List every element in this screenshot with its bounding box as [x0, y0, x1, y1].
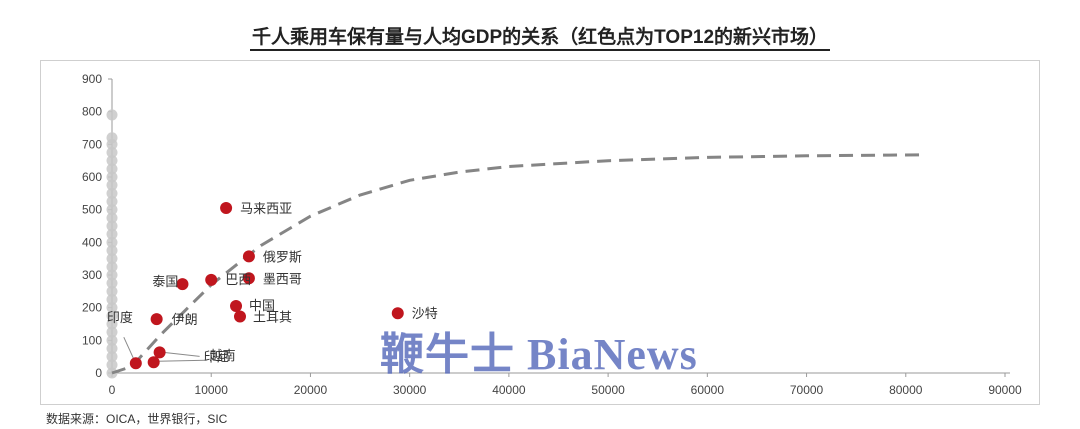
emerging-market-point	[153, 346, 166, 359]
other-country-point	[106, 163, 118, 175]
other-country-point	[106, 359, 118, 371]
other-country-point	[106, 179, 118, 191]
emerging-market-point	[205, 273, 218, 286]
emerging-market-point	[150, 313, 163, 326]
chart-title: 千人乘用车保有量与人均GDP的关系（红色点为TOP12的新兴市场）	[0, 22, 1080, 51]
y-tick-label: 300	[82, 268, 102, 282]
other-country-point	[106, 245, 118, 256]
point-label: 土耳其	[253, 310, 292, 325]
chart-title-text: 千人乘用车保有量与人均GDP的关系（红色点为TOP12的新兴市场）	[249, 27, 831, 51]
plot-frame	[40, 60, 1040, 405]
x-tick-label: 70000	[790, 383, 824, 397]
other-country-point	[106, 212, 118, 224]
point-label: 巴西	[225, 273, 251, 288]
other-country-point	[106, 277, 118, 289]
emerging-market-point	[233, 310, 246, 323]
x-tick-label: 40000	[492, 383, 526, 397]
source-note: 数据来源：OICA，世界银行，SIC	[46, 412, 228, 426]
point-label: 泰国	[152, 275, 178, 290]
emerging-market-point	[391, 307, 404, 320]
other-country-point	[106, 253, 118, 265]
emerging-market-point	[220, 202, 233, 215]
other-country-point	[106, 132, 118, 144]
other-country-point	[106, 351, 118, 363]
other-country-point	[106, 109, 118, 121]
point-label: 俄罗斯	[263, 250, 302, 265]
y-tick-label: 400	[82, 235, 102, 249]
other-country-point	[106, 236, 118, 248]
emerging-market-point	[242, 272, 255, 285]
point-label: 马来西亚	[240, 202, 292, 217]
point-label: 印度	[107, 310, 133, 326]
emerging-market-point	[230, 300, 243, 313]
trend-line	[111, 153, 926, 375]
emerging-market-point	[242, 250, 255, 263]
other-country-point	[106, 171, 118, 183]
point-label: 印尼	[204, 350, 230, 365]
y-tick-label: 600	[82, 170, 102, 184]
x-tick-label: 30000	[393, 383, 427, 397]
other-country-point	[106, 294, 118, 305]
point-label: 伊朗	[172, 313, 198, 328]
label-leader-line	[157, 359, 206, 362]
label-leader-line	[123, 336, 135, 360]
x-tick-label: 90000	[988, 383, 1022, 397]
x-tick-label: 50000	[591, 383, 625, 397]
other-country-point	[106, 220, 118, 232]
point-label: 越南	[210, 348, 236, 364]
other-country-point	[106, 204, 118, 216]
other-country-point	[106, 187, 118, 199]
point-label: 墨西哥	[263, 272, 302, 287]
other-country-point	[106, 147, 118, 158]
x-tick-label: 60000	[691, 383, 725, 397]
x-tick-label: 20000	[294, 383, 328, 397]
other-country-point	[106, 334, 118, 346]
other-country-point	[106, 326, 118, 338]
y-tick-label: 200	[82, 301, 102, 315]
emerging-market-point	[176, 278, 189, 291]
point-label: 中国	[249, 299, 275, 314]
other-country-point	[106, 196, 118, 207]
watermark-logo: 鞭牛士 BiaNews	[380, 330, 698, 379]
emerging-market-point	[147, 356, 160, 369]
other-country-point	[106, 310, 118, 322]
y-tick-label: 700	[82, 137, 102, 151]
other-country-point	[106, 302, 118, 314]
x-tick-label: 0	[109, 383, 116, 397]
point-label: 沙特	[412, 307, 438, 322]
x-tick-label: 10000	[195, 383, 229, 397]
other-country-point	[106, 155, 118, 167]
y-tick-label: 500	[82, 203, 102, 217]
other-country-point	[106, 318, 118, 330]
other-country-point	[106, 261, 118, 273]
y-tick-label: 900	[82, 72, 102, 86]
y-tick-label: 100	[82, 333, 102, 347]
other-country-point	[106, 269, 118, 281]
other-country-point	[106, 228, 118, 240]
y-tick-label: 800	[82, 105, 102, 119]
label-leader-line	[163, 351, 200, 357]
y-tick-label: 0	[95, 366, 102, 380]
x-tick-label: 80000	[889, 383, 923, 397]
other-country-point	[106, 285, 118, 297]
emerging-market-point	[129, 357, 142, 370]
other-country-point	[106, 343, 118, 354]
